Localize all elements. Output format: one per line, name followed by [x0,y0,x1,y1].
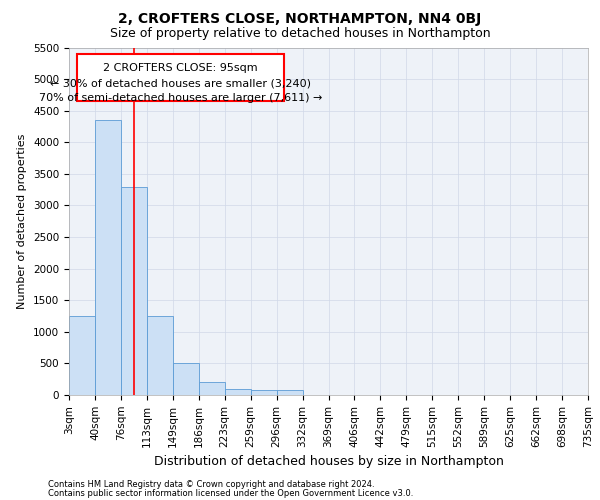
Bar [277,390,302,395]
Bar [173,364,199,395]
Bar [225,388,251,395]
Text: Contains public sector information licensed under the Open Government Licence v3: Contains public sector information licen… [48,490,413,498]
Bar [69,316,95,395]
Text: 2 CROFTERS CLOSE: 95sqm: 2 CROFTERS CLOSE: 95sqm [103,63,258,73]
Bar [199,382,224,395]
Text: Contains HM Land Registry data © Crown copyright and database right 2024.: Contains HM Land Registry data © Crown c… [48,480,374,489]
Text: 70% of semi-detached houses are larger (7,611) →: 70% of semi-detached houses are larger (… [39,93,322,103]
FancyBboxPatch shape [77,54,284,102]
Bar [95,120,121,395]
Bar [251,390,277,395]
Y-axis label: Number of detached properties: Number of detached properties [17,134,28,309]
Bar [121,186,147,395]
Text: Size of property relative to detached houses in Northampton: Size of property relative to detached ho… [110,28,490,40]
Text: 2, CROFTERS CLOSE, NORTHAMPTON, NN4 0BJ: 2, CROFTERS CLOSE, NORTHAMPTON, NN4 0BJ [118,12,482,26]
X-axis label: Distribution of detached houses by size in Northampton: Distribution of detached houses by size … [154,455,503,468]
Bar [147,316,173,395]
Text: ← 30% of detached houses are smaller (3,240): ← 30% of detached houses are smaller (3,… [50,78,311,88]
